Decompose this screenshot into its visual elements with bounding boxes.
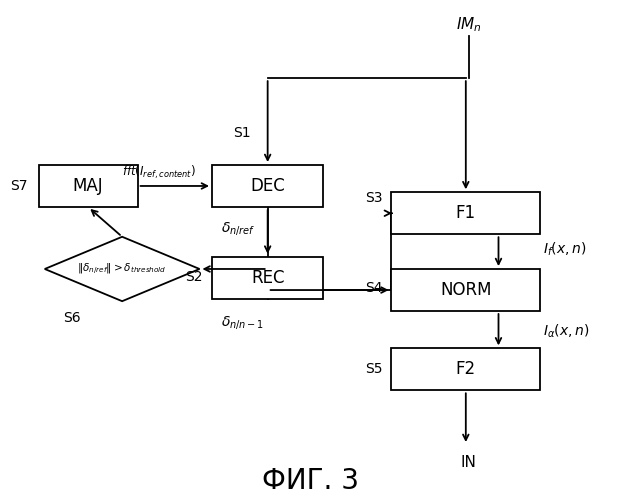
FancyBboxPatch shape — [391, 192, 540, 234]
Text: S3: S3 — [364, 190, 382, 204]
Text: $\delta_{n/n-1}$: $\delta_{n/n-1}$ — [221, 314, 264, 330]
Text: $\|\delta_{n/ref}\| > \delta_{threshold}$: $\|\delta_{n/ref}\| > \delta_{threshold}… — [77, 262, 167, 276]
FancyBboxPatch shape — [39, 165, 137, 207]
Text: DEC: DEC — [250, 177, 285, 195]
Text: S6: S6 — [63, 311, 81, 325]
Text: MAJ: MAJ — [73, 177, 103, 195]
Text: S2: S2 — [185, 270, 203, 284]
FancyBboxPatch shape — [391, 269, 540, 311]
Text: $IM_n$: $IM_n$ — [456, 15, 481, 34]
Polygon shape — [45, 237, 200, 301]
Text: F1: F1 — [456, 204, 476, 222]
Text: $I_{\alpha}(x,n)$: $I_{\alpha}(x,n)$ — [543, 322, 590, 340]
Text: S1: S1 — [234, 126, 251, 140]
Text: S5: S5 — [364, 362, 382, 376]
Text: $I_f(x,n)$: $I_f(x,n)$ — [543, 240, 587, 258]
Text: F2: F2 — [456, 360, 476, 378]
Text: S7: S7 — [10, 178, 27, 192]
FancyBboxPatch shape — [212, 165, 323, 207]
Text: ФИГ. 3: ФИГ. 3 — [262, 467, 360, 495]
Text: $fft(I_{ref,content})$: $fft(I_{ref,content})$ — [123, 164, 197, 181]
Text: REC: REC — [251, 268, 284, 286]
Text: $\delta_{n/ref}$: $\delta_{n/ref}$ — [221, 220, 256, 238]
Text: NORM: NORM — [440, 281, 491, 299]
FancyBboxPatch shape — [391, 348, 540, 391]
Text: IN: IN — [461, 455, 477, 470]
Text: S4: S4 — [364, 282, 382, 296]
FancyBboxPatch shape — [212, 256, 323, 298]
